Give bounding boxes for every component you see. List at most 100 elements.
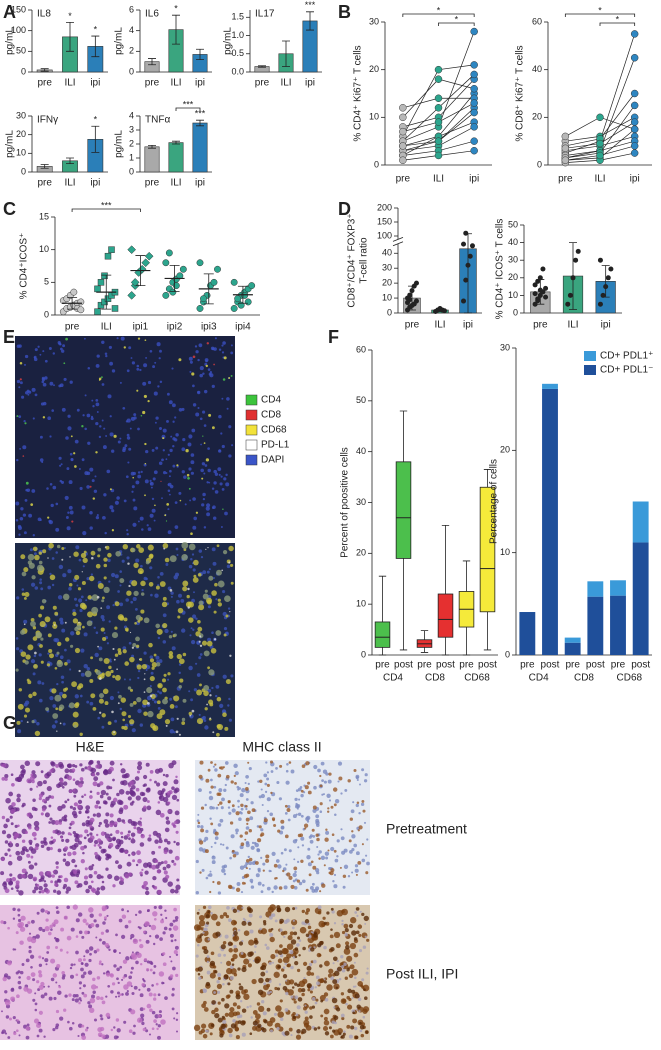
- y-tick-label: 10: [16, 148, 26, 158]
- image-texture: [104, 576, 107, 579]
- image-texture: [246, 1006, 248, 1008]
- image-texture: [114, 876, 119, 881]
- image-texture: [290, 1034, 292, 1036]
- image-texture: [136, 864, 138, 866]
- image-texture: [16, 1019, 18, 1021]
- image-texture: [20, 765, 25, 770]
- image-texture: [7, 834, 12, 839]
- image-texture: [203, 472, 205, 474]
- image-texture: [170, 592, 173, 595]
- image-texture: [122, 407, 125, 410]
- image-texture: [131, 472, 135, 476]
- image-texture: [112, 632, 118, 638]
- image-texture: [65, 338, 68, 341]
- image-texture: [41, 661, 44, 664]
- image-texture: [56, 964, 60, 968]
- image-texture: [63, 859, 66, 862]
- image-texture: [123, 1021, 126, 1024]
- image-texture: [261, 965, 266, 970]
- image-texture: [341, 1035, 345, 1039]
- image-texture: [312, 883, 315, 886]
- image-texture: [110, 813, 114, 817]
- image-texture: [60, 723, 62, 725]
- image-texture: [224, 356, 227, 359]
- image-texture: [27, 1024, 30, 1027]
- image-texture: [152, 876, 156, 880]
- image-texture: [99, 378, 102, 381]
- image-texture: [344, 924, 349, 929]
- image-texture: [271, 928, 274, 931]
- image-texture: [316, 846, 318, 848]
- image-texture: [199, 600, 204, 605]
- image-texture: [310, 840, 314, 844]
- image-texture: [91, 416, 93, 418]
- image-texture: [180, 500, 182, 502]
- image-texture: [146, 787, 150, 791]
- image-texture: [303, 1007, 307, 1011]
- y-tick-label: 60: [532, 16, 542, 26]
- image-texture: [152, 725, 158, 731]
- image-texture: [362, 810, 365, 813]
- image-texture: [155, 422, 157, 424]
- image-texture: [144, 870, 148, 874]
- image-texture: [118, 995, 120, 997]
- x-tick-label: ipi: [305, 78, 315, 89]
- image-texture: [11, 809, 15, 813]
- image-texture: [220, 432, 222, 434]
- image-texture: [5, 1000, 11, 1006]
- image-texture: [28, 861, 31, 864]
- data-point: [435, 76, 442, 83]
- image-texture: [85, 599, 87, 601]
- image-texture: [145, 339, 147, 341]
- image-texture: [181, 542, 188, 549]
- image-texture: [239, 986, 244, 991]
- image-texture: [224, 634, 227, 637]
- image-texture: [16, 647, 19, 650]
- image-texture: [240, 804, 243, 807]
- data-point: [105, 253, 111, 259]
- image-texture: [151, 487, 153, 489]
- image-texture: [89, 832, 92, 835]
- image-texture: [154, 470, 158, 474]
- image-texture: [98, 806, 101, 809]
- image-texture: [202, 570, 206, 574]
- image-texture: [367, 968, 369, 970]
- image-texture: [182, 438, 185, 441]
- image-texture: [39, 1011, 43, 1015]
- image-texture: [241, 808, 244, 811]
- image-texture: [109, 505, 113, 509]
- x-tick-label: ILI: [170, 78, 181, 89]
- image-texture: [190, 532, 193, 535]
- image-texture: [207, 469, 210, 472]
- y-tick-label: 20: [16, 129, 26, 139]
- image-texture: [160, 581, 166, 587]
- image-texture: [228, 806, 230, 808]
- image-texture: [296, 943, 300, 947]
- image-texture: [22, 846, 27, 851]
- legend-swatch: [246, 440, 257, 450]
- image-texture: [237, 1005, 241, 1009]
- image-texture: [10, 816, 13, 819]
- image-texture: [73, 994, 77, 998]
- image-texture: [170, 889, 175, 894]
- image-texture: [113, 821, 117, 825]
- data-point: [466, 263, 471, 268]
- image-texture: [176, 464, 178, 466]
- group-label: CD68: [464, 673, 490, 684]
- y-tick-label: 20: [356, 548, 366, 558]
- image-texture: [293, 920, 295, 922]
- image-texture: [159, 839, 163, 843]
- x-tick-label: pre: [459, 660, 474, 671]
- y-axis-label: % CD4⁺ ICOS⁺ T cells: [495, 219, 506, 320]
- image-texture: [199, 549, 202, 552]
- image-texture: [245, 831, 249, 835]
- image-texture: [298, 799, 300, 801]
- image-texture: [94, 1018, 97, 1021]
- image-texture: [334, 1015, 339, 1020]
- image-texture: [11, 822, 14, 825]
- image-texture: [152, 911, 157, 916]
- image-texture: [313, 933, 318, 938]
- image-texture: [155, 769, 160, 774]
- image-texture: [364, 779, 367, 782]
- x-tick-label: pre: [417, 660, 432, 671]
